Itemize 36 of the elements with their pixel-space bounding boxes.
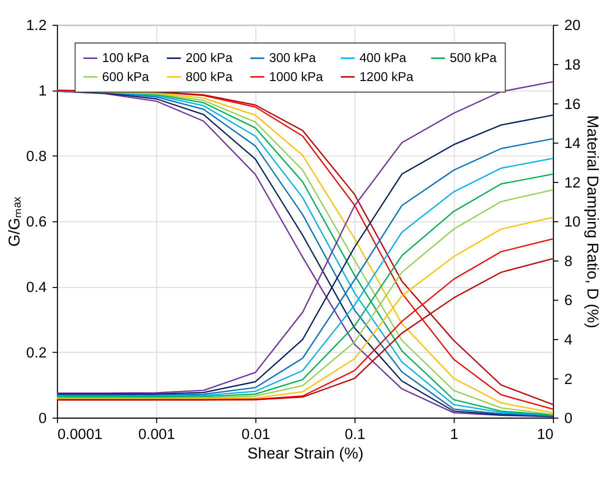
y2-tick-label: 12	[564, 175, 581, 192]
y-tick-label: 0	[38, 411, 47, 428]
y2-tick-label: 4	[564, 332, 572, 348]
y-tick-label: 0.2	[26, 346, 47, 362]
y-tick-label: 0.4	[26, 280, 47, 296]
legend-label: 500 kPa	[450, 50, 498, 66]
x-tick-label: 0.01	[242, 426, 270, 443]
x-tick-label: 0.0001	[57, 426, 102, 443]
x-axis-title: Shear Strain (%)	[247, 445, 364, 462]
y2-tick-label: 18	[564, 58, 581, 74]
y2-tick-label: 16	[564, 96, 581, 113]
y2-tick-label: 14	[564, 136, 581, 152]
legend-label: 300 kPa	[269, 50, 317, 66]
x-tick-label: 1	[450, 426, 458, 443]
y2-tick-label: 8	[564, 254, 572, 270]
y2-tick-label: 10	[564, 214, 581, 231]
legend-label: 1000 kPa	[269, 68, 324, 84]
x-tick-label: 10	[537, 426, 554, 443]
legend-label: 200 kPa	[186, 50, 234, 66]
x-tick-label: 0.001	[138, 426, 176, 443]
legend-label: 600 kPa	[102, 68, 150, 84]
y-tick-label: 0.6	[26, 214, 47, 231]
y-tick-label: 1.2	[26, 18, 47, 34]
y-tick-label: 0.8	[26, 149, 47, 166]
legend-label: 800 kPa	[186, 68, 234, 84]
legend-label: 1200 kPa	[359, 68, 414, 84]
y2-tick-label: 6	[564, 293, 572, 310]
y2-axis-title: Material Damping Ratio, D (%)	[583, 115, 600, 328]
legend-label: 400 kPa	[359, 50, 408, 66]
y2-tick-label: 20	[564, 18, 581, 34]
x-tick-label: 0.1	[344, 426, 366, 443]
legend-label: 100 kPa	[102, 50, 150, 66]
y2-tick-label: 0	[564, 411, 572, 428]
y-axis-title: G/Gₘₐₓ	[6, 196, 24, 247]
y-tick-label: 1	[38, 84, 47, 100]
y2-tick-label: 2	[564, 372, 572, 388]
